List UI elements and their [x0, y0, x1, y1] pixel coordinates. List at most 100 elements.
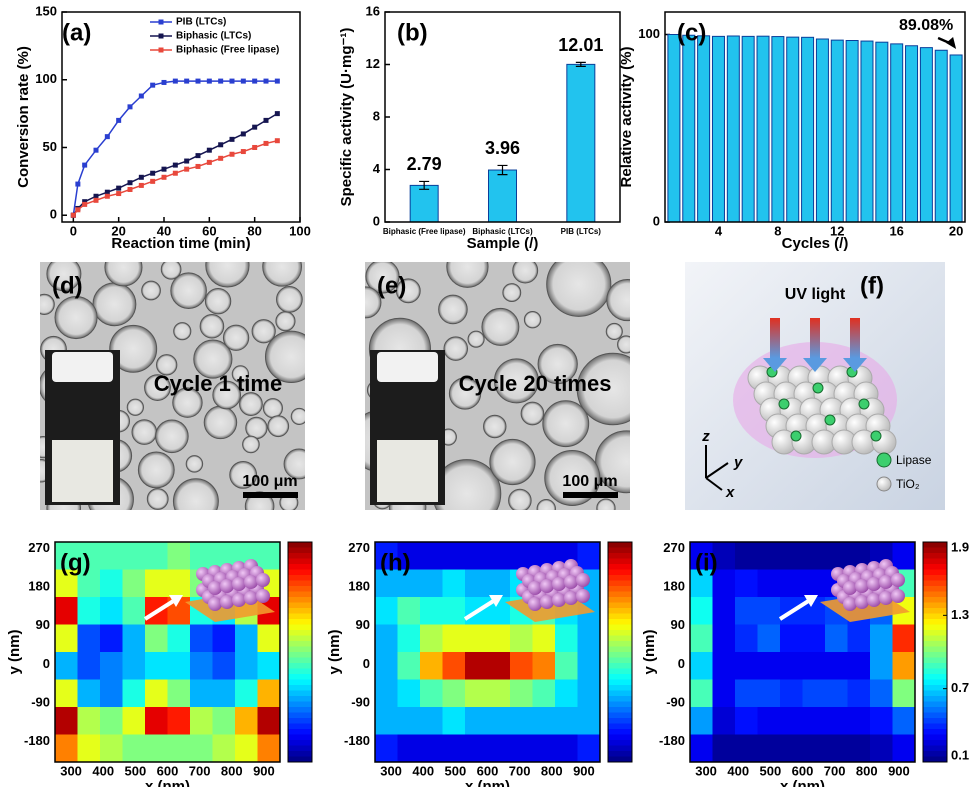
- y-tick-label: 100: [35, 71, 57, 86]
- heatmap-cell: [212, 652, 236, 680]
- marker: [184, 78, 190, 84]
- heatmap-cell: [235, 679, 258, 708]
- heatmap-cell: [510, 542, 533, 570]
- y-tick-label: 16: [366, 3, 380, 18]
- colorbar-label: 1.3: [951, 607, 969, 622]
- marker: [229, 78, 235, 84]
- marker: [104, 134, 110, 140]
- heatmap-cell: [825, 707, 848, 735]
- colorbar-slice: [923, 690, 947, 697]
- colorbar-slice: [288, 542, 312, 548]
- x-tick-label: 600: [157, 763, 179, 778]
- micrograph-e: (e) Cycle 20 times 100 μm: [365, 262, 630, 510]
- heatmap-cell: [77, 569, 101, 598]
- heatmap-cell: [167, 707, 191, 735]
- inset-sphere: [891, 589, 905, 603]
- droplet: [365, 262, 400, 294]
- value-label: 89.08%: [899, 17, 953, 34]
- marker: [240, 131, 246, 137]
- colorbar-slice: [288, 641, 312, 647]
- inset-sphere: [867, 577, 881, 591]
- heatmap-cell: [420, 652, 443, 680]
- legend-label: Biphasic (LTCs): [176, 31, 251, 42]
- colorbar-slice: [608, 685, 632, 691]
- y-tick-label: 270: [663, 540, 685, 555]
- colorbar-slice: [923, 613, 947, 620]
- heatmap-cell: [757, 624, 781, 653]
- colorbar-slice: [288, 668, 312, 675]
- marker: [218, 155, 224, 161]
- marker: [274, 111, 280, 117]
- colorbar-slice: [923, 591, 947, 598]
- colorbar-slice: [288, 696, 312, 702]
- plot-frame: [374, 541, 601, 763]
- colorbar-slice: [288, 608, 312, 614]
- marker: [218, 142, 224, 148]
- colorbar-label: 0.1: [951, 747, 969, 762]
- y-tick-label: 180: [28, 579, 50, 594]
- y-tick-label: 90: [36, 617, 50, 632]
- y-tick-label: 0: [363, 656, 370, 671]
- colorbar-slice: [608, 624, 632, 631]
- marker: [240, 78, 246, 84]
- heatmap-cell: [757, 597, 781, 625]
- inset-sphere: [256, 589, 270, 603]
- heatmap-cell: [735, 569, 758, 598]
- y-tick-label: -180: [344, 733, 370, 748]
- bar: [741, 35, 755, 223]
- colorbar-slice: [923, 707, 947, 713]
- colorbar-slice: [923, 718, 947, 724]
- heatmap-cell: [442, 734, 466, 763]
- scale-bar-label: 100 μm: [242, 473, 297, 490]
- marker: [229, 136, 235, 142]
- droplet: [199, 313, 225, 339]
- heatmap-cell: [555, 652, 578, 680]
- colorbar-slice: [923, 553, 947, 559]
- heatmap-cell: [122, 679, 146, 708]
- colorbar-slice: [288, 740, 312, 746]
- y-tick-label: 150: [35, 3, 57, 18]
- inset-sphere: [244, 591, 258, 605]
- heatmap-cell: [442, 707, 466, 735]
- heatmap-cell: [397, 707, 421, 735]
- droplet: [544, 449, 601, 506]
- colorbar-slice: [923, 608, 947, 614]
- heatmap-cell: [375, 652, 398, 680]
- colorbar-slice: [608, 613, 632, 620]
- heatmap-cell: [532, 542, 556, 570]
- heatmap-cell: [77, 652, 101, 680]
- heatmap-cell: [257, 542, 281, 570]
- droplet: [205, 262, 250, 288]
- marker: [104, 189, 110, 195]
- heatmap-cell: [77, 707, 101, 735]
- droplet: [617, 335, 630, 354]
- heatmap-cell: [55, 734, 78, 763]
- colorbar-frame: [287, 541, 313, 763]
- value-label: 3.96: [485, 138, 520, 158]
- colorbar-slice: [288, 652, 312, 658]
- marker: [274, 138, 280, 144]
- heatmap-cell: [465, 542, 488, 570]
- uv-title: UV light: [785, 286, 846, 303]
- legend-lipase-icon: [876, 452, 892, 468]
- bar: [409, 184, 439, 223]
- marker: [127, 186, 133, 192]
- droplet: [520, 401, 545, 426]
- inset-sphere: [220, 595, 234, 609]
- heatmap-cell: [870, 679, 893, 708]
- heatmap-cell: [420, 597, 443, 625]
- legend-marker: [158, 33, 164, 39]
- heatmap-cell: [55, 679, 78, 708]
- heatmap-cell: [555, 734, 578, 763]
- inset-arrow-head: [489, 595, 503, 607]
- colorbar-slice: [923, 597, 947, 603]
- colorbar-slice: [923, 635, 947, 642]
- bar: [905, 45, 919, 223]
- x-tick-label: 800: [221, 763, 243, 778]
- colorbar-slice: [288, 635, 312, 642]
- heatmap-cell: [77, 597, 101, 625]
- droplet: [481, 307, 520, 346]
- colorbar-slice: [923, 624, 947, 631]
- x-axis-label: Reaction time (min): [111, 235, 250, 252]
- inset-sphere: [528, 597, 542, 611]
